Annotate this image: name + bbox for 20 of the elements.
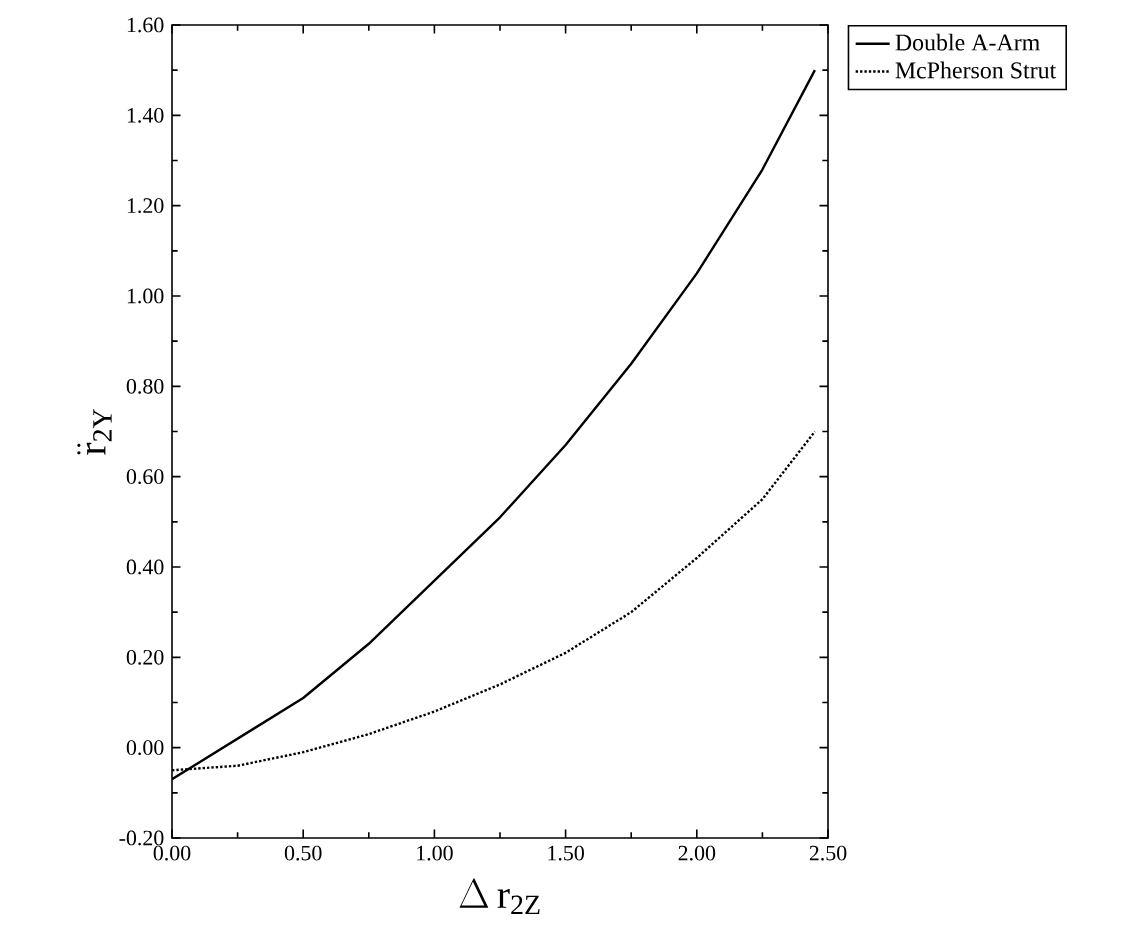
x-tick-label: 2.50 bbox=[809, 845, 847, 861]
x-tick-label: 1.00 bbox=[417, 845, 453, 861]
y-tick-label: 0.20 bbox=[126, 649, 164, 665]
x-tick-label: 0.50 bbox=[284, 845, 322, 861]
y-tick-label: 0.40 bbox=[126, 559, 164, 575]
y-tick-label: 0.80 bbox=[126, 378, 164, 394]
x-tick-label: 1.50 bbox=[548, 845, 584, 861]
x-tick-label: 2.00 bbox=[678, 845, 716, 861]
x-axis-title: $\Delta\,\mathrm{r}_{\mathrm{2Z}}$ bbox=[459, 878, 540, 915]
y-tick-label: 1.40 bbox=[127, 107, 164, 123]
y-tick-label: 0.00 bbox=[126, 740, 164, 756]
y-tick-label: 1.00 bbox=[127, 288, 164, 304]
y-tick-label: -0.20 bbox=[119, 830, 164, 846]
legend-label: Double A-Arm bbox=[895, 33, 1040, 51]
y-tick-label: 1.60 bbox=[127, 17, 164, 33]
y-axis-title: $\ddot{\mathrm{r}}_{\mathrm{2Y}}$ bbox=[77, 409, 112, 455]
x-tick-label: 0.00 bbox=[153, 845, 191, 861]
legend-label: McPherson Strut bbox=[895, 61, 1057, 79]
y-tick-label: 0.60 bbox=[126, 469, 164, 485]
y-tick-label: 1.20 bbox=[127, 198, 164, 214]
